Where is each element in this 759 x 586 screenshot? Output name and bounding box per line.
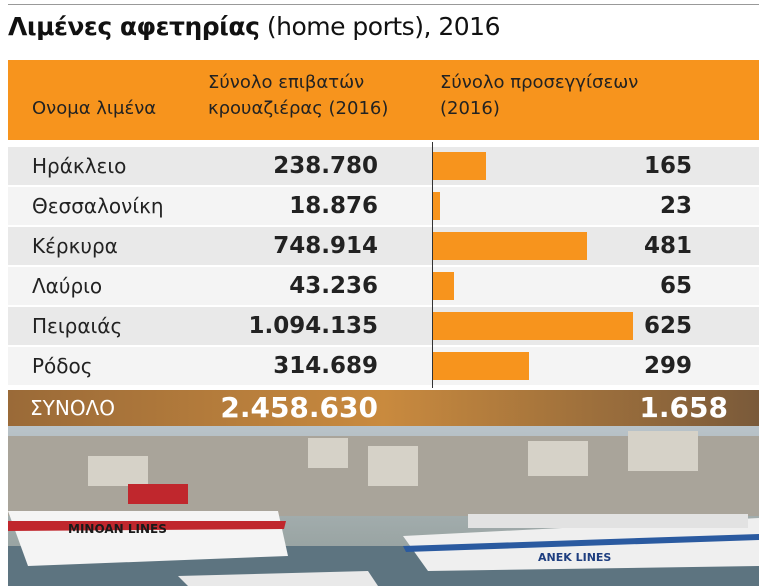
- calls-value: 65: [659, 273, 692, 299]
- divider: [432, 142, 433, 388]
- calls-value: 165: [643, 153, 692, 179]
- header-calls: Σύνολο προσεγγίσεων (2016): [440, 72, 639, 119]
- port-name: Λαύριο: [32, 274, 103, 298]
- port-name: Ηράκλειο: [32, 154, 127, 178]
- calls-bar: [433, 312, 633, 340]
- passengers: 1.094.135: [248, 313, 379, 339]
- calls-value: 299: [643, 353, 692, 379]
- title-rest: (home ports), 2016: [266, 12, 501, 41]
- harbor-photo: MINOAN LINES ANEK LINES: [8, 426, 759, 586]
- table-row: Θεσσαλονίκη 18.876 23: [8, 187, 759, 227]
- ship-label: ANEK LINES: [538, 551, 611, 564]
- calls-value: 481: [643, 233, 692, 259]
- table-row: Κέρκυρα 748.914 481: [8, 227, 759, 267]
- calls-bar: [433, 152, 486, 180]
- port-name: Ρόδος: [32, 354, 93, 378]
- passengers: 43.236: [289, 273, 378, 299]
- port-name: Κέρκυρα: [32, 234, 118, 258]
- total-row: ΣΥΝΟΛΟ 2.458.630 1.658: [8, 390, 759, 426]
- ship-right: ANEK LINES: [403, 514, 759, 571]
- title-bold: Λιμένες αφετηρίας: [8, 12, 260, 41]
- header-passengers: Σύνολο επιβατών κρουαζιέρας (2016): [208, 72, 389, 119]
- total-calls: 1.658: [639, 391, 728, 424]
- passengers: 238.780: [273, 153, 378, 179]
- passengers: 748.914: [273, 233, 378, 259]
- calls-value: 23: [659, 193, 692, 219]
- calls-value: 625: [643, 313, 692, 339]
- table-row: Ρόδος 314.689 299: [8, 347, 759, 387]
- calls-bar: [433, 192, 441, 220]
- top-rule: [8, 4, 759, 5]
- passengers: 18.876: [289, 193, 378, 219]
- header: Ονομα λιμένα Σύνολο επιβατών κρουαζιέρας…: [8, 60, 759, 140]
- total-passengers: 2.458.630: [220, 391, 378, 424]
- header-port: Ονομα λιμένα: [32, 98, 157, 119]
- total-label: ΣΥΝΟΛΟ: [30, 396, 115, 420]
- table-row: Λαύριο 43.236 65: [8, 267, 759, 307]
- port-name: Πειραιάς: [32, 314, 123, 338]
- table-row: Πειραιάς 1.094.135 625: [8, 307, 759, 347]
- port-name: Θεσσαλονίκη: [32, 194, 164, 218]
- calls-bar: [433, 232, 587, 260]
- ship-left: MINOAN LINES: [8, 484, 288, 566]
- calls-bar: [433, 352, 529, 380]
- passengers: 314.689: [273, 353, 378, 379]
- ship-label: MINOAN LINES: [68, 522, 167, 536]
- table-row: Ηράκλειο 238.780 165: [8, 147, 759, 187]
- calls-bar: [433, 272, 454, 300]
- title: Λιμένες αφετηρίας (home ports), 2016: [8, 12, 500, 41]
